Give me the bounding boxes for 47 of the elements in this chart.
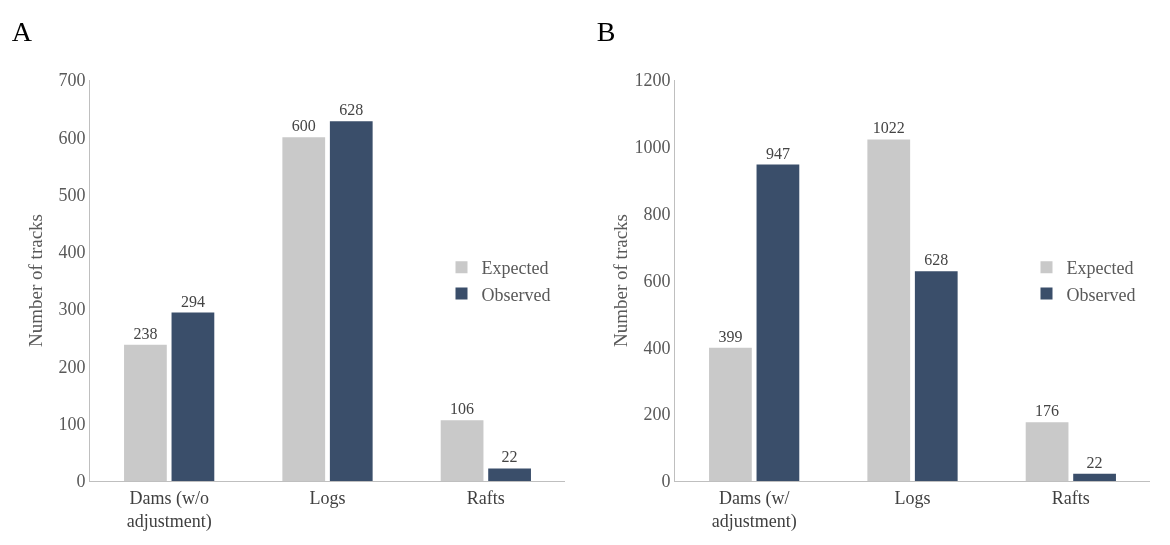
y-tick-label: 300 (58, 299, 86, 320)
x-tick-label: Dams (w/o adjustment) (126, 487, 212, 532)
data-label: 628 (924, 251, 949, 269)
x-tick-label: Logs (309, 487, 346, 508)
bar (171, 312, 215, 481)
y-axis-title: Number of tracks (610, 214, 631, 347)
data-label: 176 (1035, 402, 1060, 420)
bar (914, 271, 958, 481)
x-tick-label: Rafts (466, 487, 505, 508)
x-tick-label: Logs (894, 487, 931, 508)
bar (756, 164, 800, 481)
data-label: 106 (450, 400, 475, 418)
data-label: 600 (291, 117, 316, 135)
y-tick-label: 1200 (634, 70, 671, 91)
y-tick-label: 600 (643, 270, 671, 291)
data-label: 399 (718, 327, 743, 345)
bar (329, 121, 373, 481)
y-tick-label: 0 (76, 471, 86, 492)
x-tick-label: Dams (w/ adjustment) (711, 487, 797, 532)
y-tick-label: 600 (58, 127, 86, 148)
x-tick-label: Rafts (1051, 487, 1090, 508)
data-label: 22 (1086, 453, 1103, 471)
legend-label: Expected (1066, 258, 1134, 279)
data-label: 22 (501, 448, 518, 466)
data-label: 628 (339, 101, 364, 119)
legend-label: Observed (1066, 284, 1136, 305)
y-tick-label: 700 (58, 70, 86, 91)
y-tick-label: 800 (643, 203, 671, 224)
legend-label: Observed (481, 284, 551, 305)
y-tick-label: 200 (58, 356, 86, 377)
y-tick-label: 0 (661, 471, 671, 492)
y-tick-label: 400 (643, 337, 671, 358)
y-tick-label: 100 (58, 414, 86, 435)
data-label: 1022 (872, 119, 905, 137)
y-tick-label: 400 (58, 242, 86, 263)
y-tick-label: 500 (58, 184, 86, 205)
bar (1073, 473, 1116, 481)
legend-label: Expected (481, 258, 549, 279)
chart-title: B (596, 16, 616, 48)
data-label: 294 (180, 292, 205, 310)
data-label: 238 (133, 324, 158, 342)
y-tick-label: 1000 (634, 137, 671, 158)
y-axis-title: Number of tracks (25, 214, 46, 347)
y-tick-label: 200 (643, 404, 671, 425)
data-label: 947 (765, 144, 790, 162)
chart-title: A (11, 16, 33, 48)
bar (488, 468, 531, 481)
